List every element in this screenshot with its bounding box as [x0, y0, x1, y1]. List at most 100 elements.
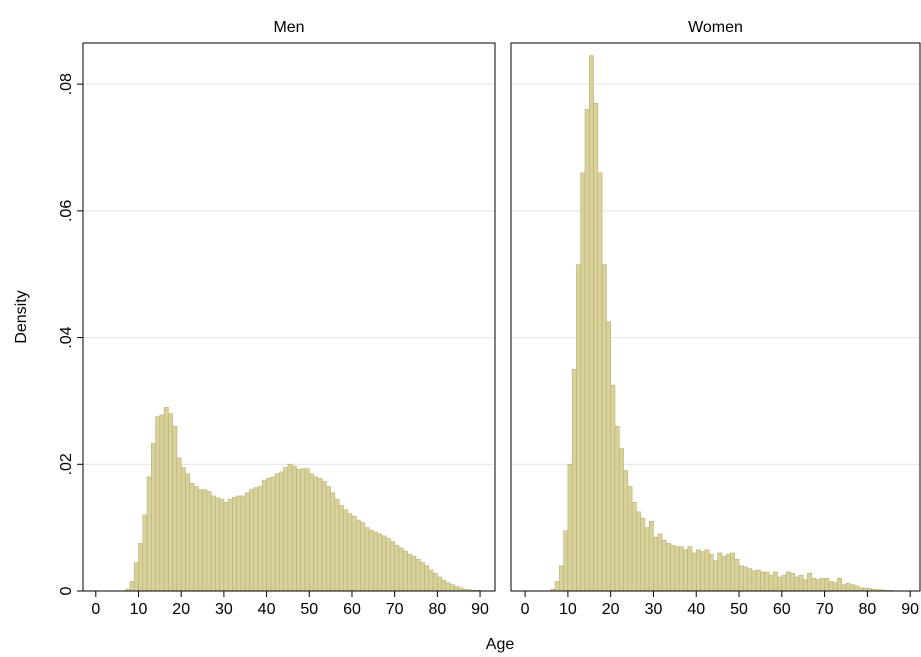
y-tick-label: .08 — [58, 73, 75, 95]
bar — [777, 576, 783, 592]
y-axis-title: Density — [13, 290, 30, 343]
bar — [266, 477, 272, 592]
bar — [291, 465, 297, 592]
y-tick-label: .04 — [58, 326, 75, 348]
bar — [390, 541, 395, 592]
bar — [597, 172, 603, 592]
bar — [627, 486, 633, 592]
x-axis-title: Age — [486, 636, 515, 653]
bar — [691, 552, 697, 592]
bar — [841, 584, 847, 592]
bar — [227, 498, 233, 592]
bar — [713, 560, 718, 592]
bar — [240, 495, 246, 592]
bar — [244, 492, 250, 592]
x-tick-label: 20 — [172, 601, 190, 618]
bar — [279, 471, 284, 592]
bar — [296, 469, 302, 592]
bar — [347, 513, 353, 592]
bar — [785, 571, 791, 592]
x-tick-label: 70 — [816, 601, 834, 618]
bar — [428, 569, 434, 592]
plot-frame — [510, 42, 921, 592]
bar — [580, 172, 586, 592]
bar — [661, 540, 667, 592]
bar — [849, 584, 855, 592]
x-tick-label: 0 — [521, 601, 530, 618]
bar — [725, 553, 731, 592]
bar — [747, 568, 753, 592]
bar — [648, 521, 654, 592]
bar — [593, 102, 599, 592]
bar — [794, 576, 800, 592]
bar — [734, 559, 740, 592]
bar — [193, 486, 199, 592]
bar — [445, 582, 451, 592]
bar — [330, 492, 336, 592]
bar — [576, 264, 582, 592]
bar — [584, 109, 590, 592]
bar — [351, 515, 357, 592]
plot-frame — [82, 42, 496, 592]
bar — [559, 565, 564, 592]
panel-title: Women — [688, 19, 743, 36]
bar — [210, 495, 216, 592]
bar — [411, 555, 417, 592]
x-tick-label: 30 — [215, 601, 233, 618]
bar — [678, 546, 684, 592]
bar — [670, 545, 676, 592]
bar — [798, 574, 804, 592]
bar — [644, 527, 650, 592]
x-tick-label: 90 — [471, 601, 489, 618]
bar — [845, 583, 851, 592]
bar — [232, 496, 237, 592]
bar — [454, 586, 460, 592]
x-tick-label: 40 — [258, 601, 276, 618]
bar — [614, 425, 620, 592]
bar — [189, 483, 195, 592]
bar — [197, 489, 203, 592]
bar — [270, 476, 276, 592]
bar — [653, 536, 659, 592]
bar — [683, 549, 688, 592]
bar — [163, 406, 169, 592]
panel-title: Men — [273, 19, 304, 36]
bar — [308, 473, 314, 592]
bar — [360, 522, 366, 592]
bar — [364, 527, 370, 592]
bar — [398, 547, 404, 592]
bar — [807, 572, 813, 592]
bar — [262, 479, 267, 592]
bar — [721, 555, 727, 592]
bar — [172, 425, 178, 592]
bar — [815, 579, 821, 592]
bar — [837, 578, 843, 592]
bar — [424, 565, 430, 592]
x-tick-label: 50 — [730, 601, 748, 618]
bar — [437, 576, 442, 592]
bar — [772, 571, 778, 592]
bar — [760, 571, 765, 592]
bar — [824, 578, 830, 592]
bar — [185, 473, 191, 592]
bar — [129, 581, 135, 592]
bar — [563, 530, 569, 592]
bar — [811, 578, 817, 592]
bar — [313, 476, 319, 592]
bar — [567, 463, 573, 592]
bar — [236, 495, 242, 592]
bar — [300, 468, 306, 592]
y-tick-label: 0 — [58, 586, 75, 595]
bar — [432, 572, 438, 592]
x-tick-label: 70 — [386, 601, 404, 618]
bar — [717, 552, 723, 592]
bar — [832, 582, 838, 592]
bar — [708, 553, 714, 592]
bar — [666, 543, 671, 592]
bar — [334, 498, 340, 592]
x-tick-label: 0 — [91, 601, 100, 618]
bar — [755, 569, 761, 592]
bar — [571, 368, 577, 592]
bar — [768, 574, 774, 592]
